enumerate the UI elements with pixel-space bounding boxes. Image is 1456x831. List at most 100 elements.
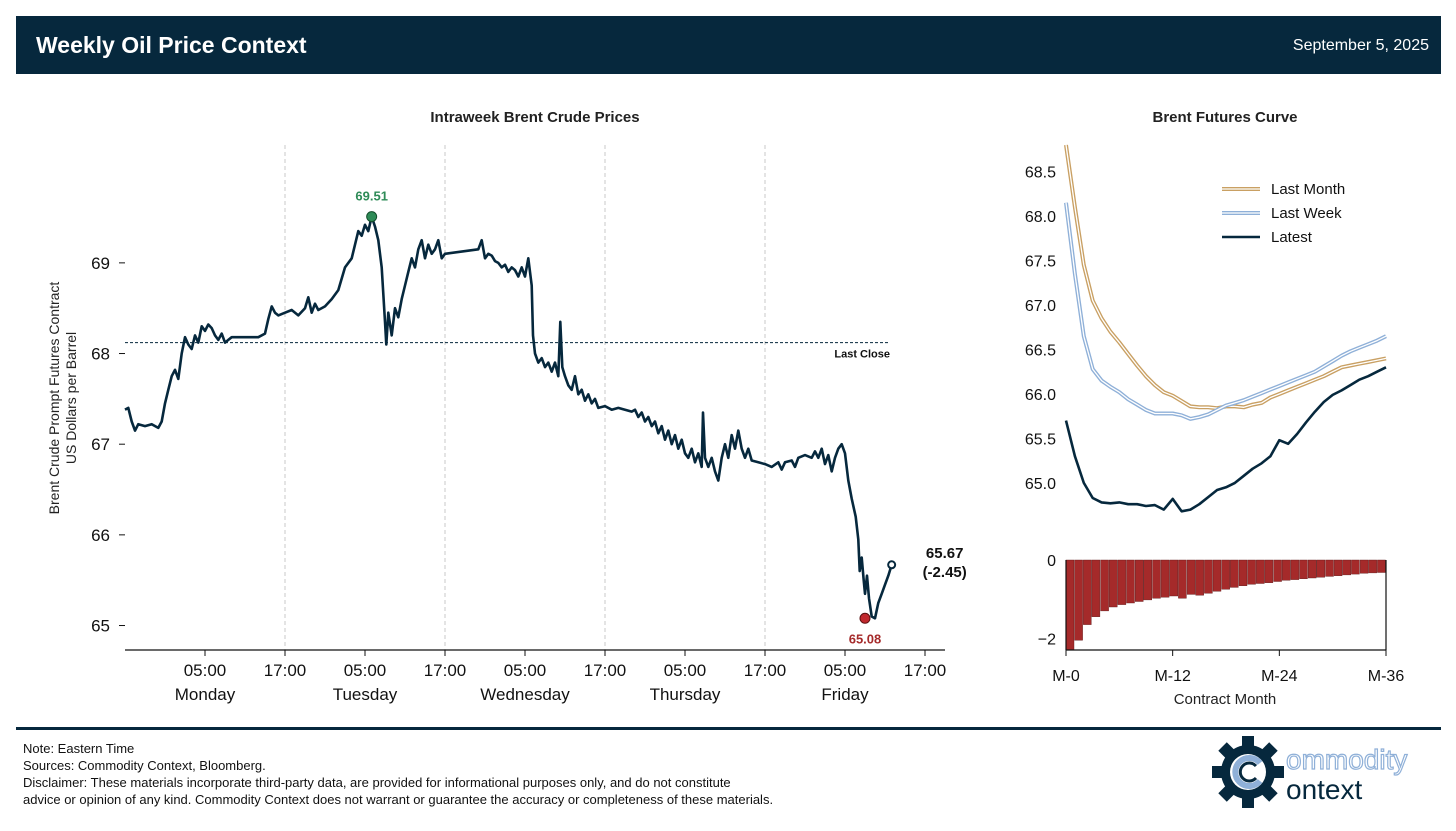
bar-x-tick-label: M-36 [1368, 668, 1405, 685]
intraweek-chart-title: Intraweek Brent Crude Prices [430, 109, 639, 126]
futures-curve-chart: Brent Futures Curve 65.0 65.5 66.0 66.5 67.0… [1025, 109, 1387, 513]
page-title: Weekly Oil Price Context [36, 32, 307, 58]
legend-label-last-week: Last Week [1271, 205, 1342, 222]
x-tick-day-label: Thursday [650, 685, 721, 704]
header-bar: Weekly Oil Price Context September 5, 20… [16, 16, 1441, 74]
change-bar [1186, 559, 1196, 595]
change-bar [1342, 559, 1352, 576]
futures-curve-title: Brent Futures Curve [1152, 109, 1297, 126]
footer-notes: Note: Eastern Time Sources: Commodity Co… [23, 740, 773, 808]
x-tick-day-label: Wednesday [480, 685, 570, 704]
curve-y-tick-label: 66.5 [1025, 343, 1056, 360]
change-bar [1221, 559, 1230, 590]
change-bar [1178, 559, 1187, 599]
logo-word-context: ontext [1286, 774, 1362, 805]
weekly-low-label: 65.08 [849, 631, 882, 646]
brent-price-line [124, 215, 893, 620]
curve-change-chart: 0 −2 M-0 M-12 M-24 M-36 Contract Month [1038, 553, 1405, 708]
change-bar [1264, 559, 1274, 583]
x-tick-time-label: 05:00 [344, 661, 387, 680]
y-tick-label: 65 [91, 617, 110, 636]
change-bar [1100, 559, 1109, 612]
x-tick-time-label: 17:00 [264, 661, 307, 680]
x-tick-day-label: Monday [175, 685, 236, 704]
curve-y-tick-label: 65.0 [1025, 476, 1056, 493]
x-tick-time-label: 17:00 [584, 661, 627, 680]
x-tick-time-label: 17:00 [744, 661, 787, 680]
change-bar [1290, 559, 1300, 580]
change-bar [1256, 559, 1265, 584]
curve-line-latest [1064, 366, 1387, 513]
change-bar [1065, 559, 1075, 651]
change-bar [1316, 559, 1326, 578]
change-bar [1160, 559, 1170, 598]
futures-curve-legend: Last Month Last Week Latest [1222, 181, 1345, 246]
curve-line-last-week [1064, 202, 1387, 421]
curve-y-tick-label: 67.5 [1025, 254, 1056, 271]
change-bar [1273, 559, 1282, 582]
curve-y-tick-label: 66.0 [1025, 387, 1056, 404]
charts-canvas: Intraweek Brent Crude Prices Brent Crude… [46, 109, 1405, 708]
change-bar [1368, 559, 1377, 574]
change-bar [1325, 559, 1334, 577]
change-bar [1195, 559, 1204, 596]
change-bar [1333, 559, 1343, 576]
change-bar [1377, 559, 1386, 573]
bar-y-tick-label: −2 [1038, 631, 1056, 648]
x-tick-time-label: 05:00 [184, 661, 227, 680]
bar-y-tick-label: 0 [1047, 553, 1056, 570]
logo-word-commodity: ommodity [1286, 744, 1407, 775]
x-tick-time-label: 05:00 [824, 661, 867, 680]
curve-y-tick-label: 68.0 [1025, 209, 1056, 226]
last-close-label: Last Close [834, 349, 890, 361]
x-tick-time-label: 17:00 [424, 661, 467, 680]
change-bar [1083, 559, 1092, 625]
change-bar [1307, 559, 1317, 579]
change-bar [1230, 559, 1239, 588]
footer-disclaimer-line1: Disclaimer: These materials incorporate … [23, 775, 731, 790]
weekly-high-label: 69.51 [355, 189, 388, 204]
change-bar [1108, 559, 1118, 608]
footer-disclaimer-line2: advice or opinion of any kind. Commodity… [23, 792, 774, 807]
y-tick-label: 68 [91, 345, 110, 364]
change-bar [1074, 559, 1083, 641]
weekly-high-marker [366, 211, 378, 223]
change-bar [1152, 559, 1161, 599]
bar-x-tick-label: M-24 [1261, 668, 1298, 685]
bar-x-tick-label: M-12 [1154, 668, 1191, 685]
change-bar [1212, 559, 1222, 592]
weekly-low-marker [859, 612, 871, 624]
change-bar [1281, 559, 1291, 581]
change-bar [1351, 559, 1360, 575]
last-price-marker [887, 560, 897, 570]
change-bar [1143, 559, 1153, 601]
curve-y-tick-label: 67.0 [1025, 298, 1056, 315]
bar-x-tick-label: M-0 [1052, 668, 1080, 685]
footer-divider [16, 727, 1441, 730]
x-tick-time-label: 05:00 [664, 661, 707, 680]
last-price-label: 65.67 [926, 545, 964, 562]
last-change-label: (-2.45) [923, 564, 967, 581]
x-tick-time-label: 17:00 [904, 661, 947, 680]
commodity-context-logo: ommodity ontext [1212, 736, 1408, 808]
x-tick-day-label: Tuesday [333, 685, 398, 704]
change-bar [1247, 559, 1256, 585]
change-bar [1204, 559, 1213, 594]
footer-sources: Sources: Commodity Context, Bloomberg. [23, 758, 266, 773]
report-date: September 5, 2025 [1292, 37, 1429, 54]
x-tick-day-label: Friday [821, 685, 869, 704]
change-bar [1117, 559, 1127, 605]
change-bar [1134, 559, 1144, 602]
legend-label-latest: Latest [1271, 229, 1313, 246]
gear-icon [1212, 736, 1284, 808]
change-bar [1359, 559, 1369, 574]
change-bar [1238, 559, 1248, 586]
x-axis-label-contract-month: Contract Month [1174, 691, 1277, 708]
y-tick-label: 69 [91, 254, 110, 273]
y-axis-label-line2: US Dollars per Barrel [63, 332, 79, 464]
change-bar [1169, 559, 1179, 597]
y-tick-label: 66 [91, 526, 110, 545]
change-bar [1126, 559, 1135, 604]
change-bar [1299, 559, 1308, 579]
y-tick-label: 67 [91, 435, 110, 454]
